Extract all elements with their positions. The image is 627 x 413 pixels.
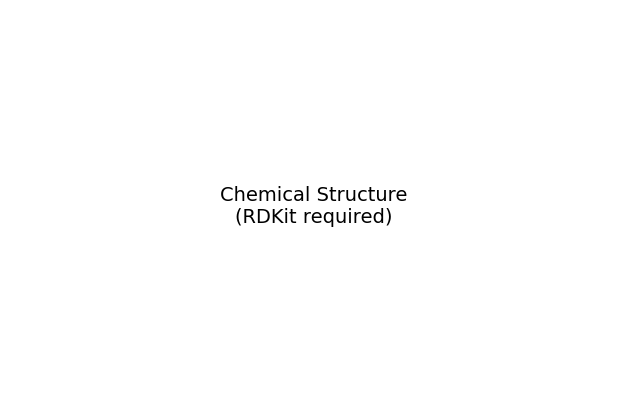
Text: Chemical Structure
(RDKit required): Chemical Structure (RDKit required) <box>220 186 407 227</box>
